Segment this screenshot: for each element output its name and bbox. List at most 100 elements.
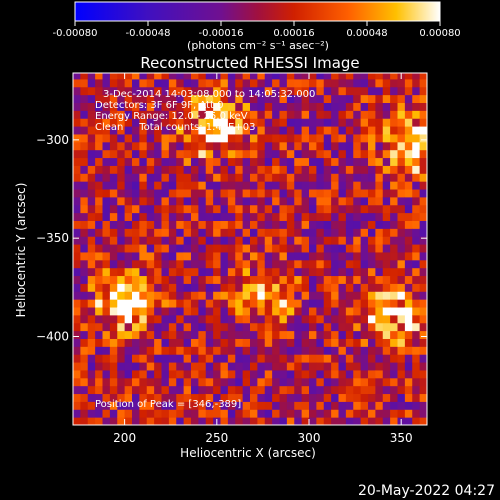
heatmap-cell (80, 165, 89, 174)
heatmap-cell (132, 409, 140, 418)
heatmap-cell (242, 173, 251, 182)
heatmap-cell (220, 212, 229, 221)
heatmap-cell (390, 196, 399, 206)
heatmap-cell (404, 94, 413, 103)
heatmap-cell (139, 314, 148, 324)
heatmap-cell (279, 78, 288, 88)
heatmap-cell (191, 165, 199, 174)
heatmap-cell (183, 362, 192, 371)
heatmap-cell (198, 212, 207, 221)
heatmap-cell (183, 314, 192, 324)
heatmap-cell (375, 102, 384, 111)
heatmap-cell (124, 417, 133, 425)
heatmap-cell (257, 189, 266, 198)
heatmap-cell (397, 401, 406, 410)
heatmap-cell (227, 133, 236, 143)
heatmap-cell (368, 110, 376, 119)
heatmap-cell (323, 110, 332, 119)
heatmap-cell (154, 78, 163, 88)
heatmap-cell (316, 110, 325, 119)
heatmap-cell (235, 196, 244, 206)
heatmap-cell (309, 110, 317, 119)
heatmap-cell (419, 86, 427, 96)
heatmap-cell (353, 220, 362, 229)
heatmap-cell (272, 346, 281, 355)
heatmap-cell (294, 86, 303, 96)
heatmap-cell (279, 149, 288, 159)
heatmap-cell (235, 244, 244, 253)
heatmap-cell (132, 133, 140, 143)
heatmap-cell (235, 189, 244, 198)
heatmap-cell (382, 377, 391, 387)
heatmap-cell (272, 283, 281, 292)
heatmap-cell (316, 354, 325, 363)
heatmap-cell (272, 369, 281, 379)
heatmap-cell (117, 377, 126, 387)
heatmap-cell (161, 338, 170, 347)
heatmap-cell (168, 354, 177, 363)
heatmap-cell (117, 385, 126, 395)
heatmap-cell (213, 346, 222, 355)
heatmap-cell (146, 385, 155, 395)
heatmap-cell (124, 126, 133, 135)
heatmap-cell (309, 362, 317, 371)
heatmap-cell (331, 86, 340, 96)
heatmap-cell (80, 196, 89, 206)
heatmap-cell (412, 94, 421, 103)
heatmap-cell (331, 173, 340, 182)
heatmap-cell (353, 330, 362, 339)
heatmap-cell (250, 244, 258, 253)
heatmap-cell (183, 307, 192, 316)
heatmap-cell (331, 149, 340, 159)
heatmap-cell (168, 346, 177, 355)
heatmap-cell (345, 196, 354, 206)
heatmap-cell (109, 181, 118, 190)
heatmap-cell (309, 401, 317, 410)
heatmap-cell (117, 330, 126, 339)
heatmap-cell (419, 338, 427, 347)
heatmap-cell (257, 338, 266, 347)
heatmap-cell (198, 291, 207, 300)
heatmap-cell (257, 409, 266, 418)
heatmap-cell (139, 401, 148, 410)
heatmap-cell (198, 330, 207, 339)
heatmap-cell (316, 251, 325, 261)
heatmap-cell (272, 73, 281, 80)
heatmap-cell (382, 181, 391, 190)
heatmap-cell (264, 141, 273, 151)
heatmap-cell (368, 204, 376, 214)
heatmap-cell (353, 346, 362, 355)
heatmap-cell (227, 346, 236, 355)
heatmap-cell (412, 346, 421, 355)
heatmap-cell (213, 189, 222, 198)
heatmap-cell (279, 94, 288, 103)
heatmap-cell (412, 204, 421, 214)
heatmap-cell (345, 267, 354, 277)
heatmap-cell (168, 126, 177, 135)
heatmap-cell (154, 385, 163, 395)
heatmap-cell (382, 141, 391, 151)
heatmap-cell (412, 251, 421, 261)
heatmap-cell (205, 228, 214, 237)
heatmap-cell (294, 204, 303, 214)
heatmap-cell (272, 417, 281, 425)
heatmap-cell (338, 299, 347, 308)
heatmap-cell (132, 173, 140, 182)
heatmap-cell (257, 346, 266, 355)
heatmap-cell (338, 417, 347, 425)
heatmap-cell (235, 118, 244, 127)
heatmap-cell (95, 291, 104, 300)
heatmap-cell (154, 322, 163, 332)
heatmap-cell (272, 385, 281, 395)
heatmap-cell (412, 299, 421, 308)
heatmap-cell (117, 299, 126, 308)
heatmap-cell (168, 417, 177, 425)
heatmap-cell (368, 141, 376, 151)
heatmap-cell (124, 322, 133, 332)
heatmap-cell (309, 314, 317, 324)
heatmap-cell (227, 149, 236, 159)
heatmap-cell (124, 377, 133, 387)
heatmap-cell (95, 377, 104, 387)
heatmap-cell (264, 236, 273, 245)
heatmap-cell (102, 417, 111, 425)
